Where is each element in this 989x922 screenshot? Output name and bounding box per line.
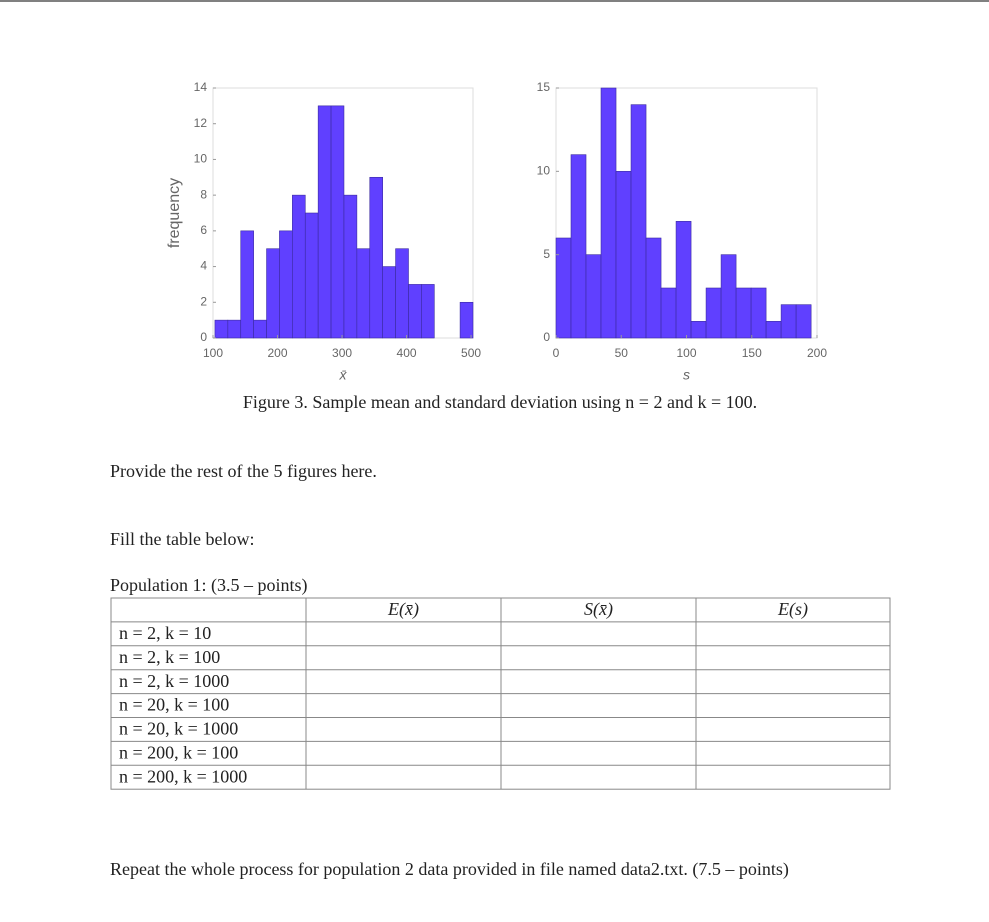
table-title: Population 1: (3.5 – points) (110, 575, 308, 596)
bar (214, 319, 229, 339)
bar (690, 321, 707, 339)
caption: Figure 3. Sample mean and standard devia… (243, 392, 757, 412)
column-header: E(s) (777, 599, 808, 620)
x-tick-label: 0 (553, 346, 560, 360)
x-tick-label: 100 (203, 346, 223, 360)
bar (369, 176, 383, 339)
bar (570, 154, 587, 339)
y-tick-label: 10 (537, 164, 551, 178)
y-tick-label: 14 (194, 80, 208, 94)
x-tick-label: 200 (268, 346, 288, 360)
bar (720, 254, 737, 339)
x-axis-label: s (683, 367, 690, 383)
x-tick-label: 500 (461, 346, 481, 360)
bar (292, 194, 306, 339)
x-tick-label: 300 (332, 346, 352, 360)
bar (615, 171, 632, 339)
y-tick-label: 4 (200, 259, 207, 273)
bar (356, 248, 371, 339)
bar (735, 287, 752, 339)
bar (555, 237, 572, 339)
y-tick-label: 0 (543, 330, 550, 344)
bar (585, 254, 602, 339)
column-header: E(x̄) (387, 599, 419, 620)
bar (765, 321, 782, 339)
bar (240, 230, 254, 339)
y-tick-label: 10 (194, 152, 208, 166)
bar (408, 284, 422, 339)
y-tick-label: 8 (200, 187, 207, 201)
x-tick-label: 200 (807, 346, 827, 360)
row-label: n = 20, k = 100 (119, 695, 229, 715)
bar (630, 104, 647, 339)
bar (304, 212, 319, 339)
x-tick-label: 100 (676, 346, 696, 360)
y-axis-label: frequency (166, 178, 183, 248)
row-label: n = 2, k = 1000 (119, 671, 229, 691)
row-label: n = 20, k = 1000 (119, 719, 238, 739)
bar (750, 287, 767, 339)
bar (253, 319, 267, 339)
bar (705, 287, 722, 339)
bar (343, 194, 358, 339)
bar (266, 248, 280, 339)
footer: Repeat the whole process for population … (110, 859, 789, 880)
x-tick-label: 50 (615, 346, 629, 360)
bar (780, 304, 797, 339)
bar (459, 301, 474, 339)
row-label: n = 200, k = 100 (119, 742, 238, 762)
bar (795, 304, 812, 339)
y-tick-label: 0 (200, 330, 207, 344)
bar (330, 105, 345, 339)
x-axis-label: x̄ (339, 367, 348, 383)
bar (279, 230, 293, 339)
paragraph: Provide the rest of the 5 figures here. (110, 461, 377, 481)
row-label: n = 200, k = 1000 (119, 766, 247, 786)
x-tick-label: 150 (742, 346, 762, 360)
bar (317, 105, 332, 339)
x-tick-label: 400 (397, 346, 417, 360)
paragraph: Fill the table below: (110, 529, 254, 549)
bar (600, 87, 617, 339)
bar (645, 237, 662, 339)
column-header: S(x̄) (584, 599, 613, 620)
bar (660, 287, 677, 339)
bar (395, 248, 409, 339)
y-tick-label: 2 (200, 294, 207, 308)
y-tick-label: 15 (537, 80, 551, 94)
row-label: n = 2, k = 100 (119, 647, 220, 667)
y-tick-label: 12 (194, 116, 208, 130)
bar (227, 319, 242, 339)
bar (382, 266, 396, 339)
bar (421, 284, 435, 339)
y-tick-label: 5 (543, 247, 550, 261)
y-tick-label: 6 (200, 223, 207, 237)
row-label: n = 2, k = 10 (119, 623, 211, 643)
bar (675, 221, 692, 339)
